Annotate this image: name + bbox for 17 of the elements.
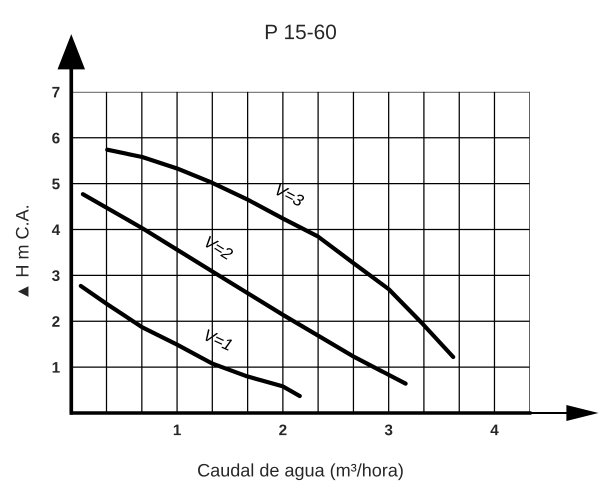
y-tick-label: 6 bbox=[52, 132, 60, 144]
y-tick-label: 4 bbox=[52, 224, 60, 236]
x-axis-title: Caudal de agua (m³/hora) bbox=[198, 463, 403, 480]
x-tick-label: 3 bbox=[384, 424, 392, 436]
y-tick-label: 1 bbox=[52, 362, 60, 373]
text: V=3 bbox=[274, 183, 306, 208]
x-tick-label: 4 bbox=[490, 424, 499, 436]
x-tick-label: 1 bbox=[174, 424, 181, 436]
chart-title: P 15-60 bbox=[266, 24, 336, 40]
text: V=2 bbox=[204, 236, 234, 260]
text: V=1 bbox=[203, 329, 233, 351]
y-tick-label: 7 bbox=[52, 86, 60, 98]
y-tick-label: 5 bbox=[52, 178, 60, 190]
x-tick-label: 2 bbox=[279, 424, 287, 436]
y-tick-label: 3 bbox=[52, 270, 60, 282]
y-axis-title: ▲ H m C.A. bbox=[16, 206, 29, 297]
y-tick-label: 2 bbox=[52, 316, 60, 327]
